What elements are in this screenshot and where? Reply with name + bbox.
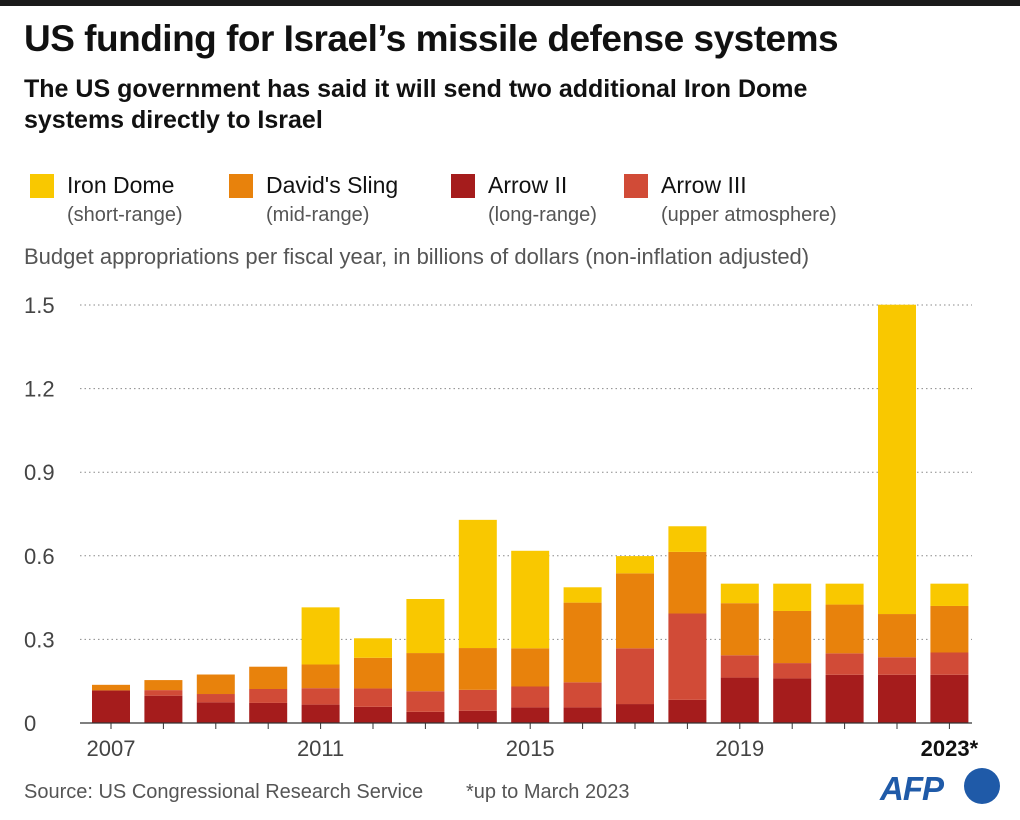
x-tick-label: 2011 — [297, 736, 344, 761]
bar-arrow-iii — [511, 686, 550, 708]
bar-arrow-iii — [668, 613, 707, 700]
bar-iron-dome — [668, 526, 707, 552]
x-tick-label: 2019 — [715, 736, 764, 761]
bar-arrow-ii — [144, 695, 183, 723]
bar-arrow-iii — [878, 657, 916, 675]
bar-iron-dome — [930, 583, 969, 606]
bar-david-s-sling — [878, 614, 916, 658]
y-tick-label: 0.9 — [24, 460, 55, 485]
bar-arrow-iii — [720, 655, 759, 678]
chart-title: US funding for Israel’s missile defense … — [24, 18, 839, 59]
bar-arrow-ii — [354, 706, 392, 723]
bar-iron-dome — [354, 638, 392, 658]
y-tick-label: 0.6 — [24, 544, 55, 569]
bar-arrow-iii — [196, 694, 235, 703]
stacked-bar-chart: 0 0.3 0.6 0.9 1.2 1.5 2007 2011 2015 2019 2023* — [24, 293, 979, 761]
bar-iron-dome — [720, 583, 759, 604]
bar-david-s-sling — [144, 680, 183, 691]
bar-arrow-iii — [616, 648, 654, 705]
bar-arrow-iii — [144, 690, 183, 696]
bar-iron-dome — [825, 583, 864, 605]
legend-swatch-arrow-ii — [451, 174, 475, 198]
bar-arrow-ii — [668, 699, 707, 723]
bar-arrow-ii — [406, 711, 445, 723]
legend-desc-arrow-ii: (long-range) — [488, 204, 597, 226]
bar-iron-dome — [563, 587, 602, 603]
bar-iron-dome — [878, 304, 916, 615]
bar-arrow-ii — [616, 704, 654, 723]
unit-label: Budget appropriations per fiscal year, i… — [24, 244, 810, 269]
y-tick-label: 1.5 — [24, 293, 55, 318]
bar-iron-dome — [301, 607, 340, 665]
bar-arrow-iii — [354, 688, 392, 707]
footnote: *up to March 2023 — [466, 781, 630, 803]
bar-david-s-sling — [249, 666, 288, 690]
y-tick-label: 0 — [24, 711, 36, 736]
bar-arrow-ii — [301, 704, 340, 723]
bar-david-s-sling — [406, 653, 445, 692]
source-note: Source: US Congressional Research Servic… — [24, 781, 424, 803]
legend-label-iron-dome: Iron Dome — [67, 172, 175, 198]
bar-david-s-sling — [354, 657, 392, 689]
legend-swatch-iron-dome — [30, 174, 54, 198]
bar-arrow-iii — [458, 689, 497, 711]
bar-iron-dome — [458, 519, 497, 649]
bar-david-s-sling — [301, 664, 340, 689]
bar-david-s-sling — [930, 605, 969, 653]
bar-iron-dome — [406, 598, 445, 654]
bar-arrow-iii — [773, 663, 812, 679]
x-tick-label: 2015 — [506, 736, 555, 761]
bar-arrow-ii — [720, 677, 759, 723]
legend-swatch-arrow-iii — [624, 174, 648, 198]
bar-arrow-ii — [196, 702, 235, 723]
y-tick-label: 1.2 — [24, 377, 55, 402]
chart-subtitle: The US government has said it will send … — [24, 75, 808, 134]
bar-arrow-ii — [773, 678, 812, 723]
bar-arrow-ii — [563, 707, 602, 723]
bar-arrow-iii — [249, 689, 288, 703]
bar-arrow-iii — [406, 691, 445, 712]
y-tick-label: 0.3 — [24, 627, 55, 652]
legend-label-arrow-iii: Arrow III — [661, 172, 747, 198]
bar-arrow-iii — [930, 652, 969, 675]
bar-david-s-sling — [825, 604, 864, 654]
bar-david-s-sling — [511, 648, 550, 687]
bar-david-s-sling — [773, 610, 812, 664]
bar-david-s-sling — [92, 684, 130, 691]
bar-david-s-sling — [458, 648, 497, 690]
legend-desc-arrow-iii: (upper atmosphere) — [661, 204, 837, 226]
legend-desc-iron-dome: (short-range) — [67, 204, 183, 226]
bar-david-s-sling — [668, 551, 707, 614]
bar-iron-dome — [616, 556, 654, 574]
afp-logo-circle-icon — [964, 768, 1000, 804]
bar-arrow-ii — [930, 674, 969, 723]
bar-iron-dome — [773, 583, 812, 611]
bar-arrow-ii — [511, 707, 550, 723]
bar-arrow-ii — [92, 690, 130, 723]
bar-arrow-ii — [878, 674, 916, 723]
legend-swatch-davids-sling — [229, 174, 253, 198]
bar-david-s-sling — [563, 602, 602, 683]
bar-arrow-ii — [825, 674, 864, 723]
x-tick-label: 2023* — [921, 736, 979, 761]
legend-label-arrow-ii: Arrow II — [488, 172, 568, 198]
bar-arrow-ii — [249, 702, 288, 723]
bar-arrow-ii — [458, 710, 497, 723]
bar-arrow-iii — [825, 653, 864, 675]
bar-arrow-iii — [563, 682, 602, 708]
afp-logo: AFP — [880, 766, 1000, 812]
afp-logo-text: AFP — [880, 770, 944, 807]
legend-desc-davids-sling: (mid-range) — [266, 204, 370, 226]
bar-david-s-sling — [616, 573, 654, 649]
bar-iron-dome — [511, 550, 550, 649]
legend-label-davids-sling: David's Sling — [266, 172, 399, 198]
bar-david-s-sling — [196, 674, 235, 695]
bar-arrow-iii — [301, 688, 340, 705]
top-rule — [0, 0, 1020, 6]
x-tick-label: 2007 — [87, 736, 136, 761]
bar-david-s-sling — [720, 603, 759, 656]
